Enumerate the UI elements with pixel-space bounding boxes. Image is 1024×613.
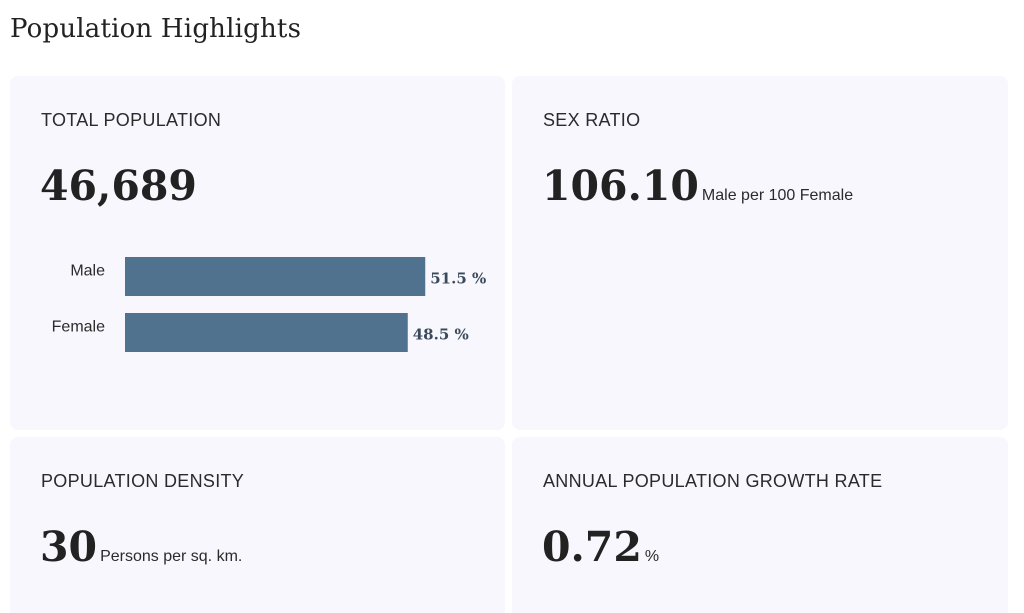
bar-value-male: 51.5 % [430, 270, 486, 288]
bar-value-female: 48.5 % [413, 326, 469, 344]
bar-label-female: Female [52, 319, 105, 336]
total-population-value: 46,689 [40, 162, 197, 210]
growth-rate-row: 0.72 % [542, 523, 659, 571]
growth-rate-label: ANNUAL POPULATION GROWTH RATE [543, 471, 883, 491]
total-population-card: TOTAL POPULATION 46,689 Male 51.5 % Female… [10, 76, 505, 430]
growth-rate-unit: % [644, 548, 660, 565]
sex-ratio-label: SEX RATIO [543, 110, 641, 130]
population-density-row: 30 Persons per sq. km. [40, 523, 242, 571]
population-density-label: POPULATION DENSITY [41, 471, 245, 491]
total-population-label: TOTAL POPULATION [41, 110, 222, 130]
sex-ratio-card: SEX RATIO 106.10 Male per 100 Female [512, 76, 1008, 430]
bar-male [125, 257, 426, 296]
population-density-card: POPULATION DENSITY 30 Persons per sq. km… [10, 437, 505, 613]
sex-ratio-unit: Male per 100 Female [701, 187, 854, 204]
page-title: Population Highlights [10, 14, 302, 44]
population-density-value: 30 [40, 523, 98, 571]
sex-ratio-value: 106.10 [542, 162, 699, 210]
sex-breakdown-chart: Male 51.5 % Female 48.5 % [52, 257, 486, 352]
bar-female [125, 313, 408, 352]
population-density-unit: Persons per sq. km. [100, 548, 243, 565]
total-population-row: 46,689 [40, 162, 197, 210]
sex-ratio-row: 106.10 Male per 100 Female [542, 162, 853, 210]
bar-label-male: Male [70, 263, 105, 280]
growth-rate-card: ANNUAL POPULATION GROWTH RATE 0.72 % [512, 437, 1008, 613]
growth-rate-value: 0.72 [542, 523, 642, 571]
